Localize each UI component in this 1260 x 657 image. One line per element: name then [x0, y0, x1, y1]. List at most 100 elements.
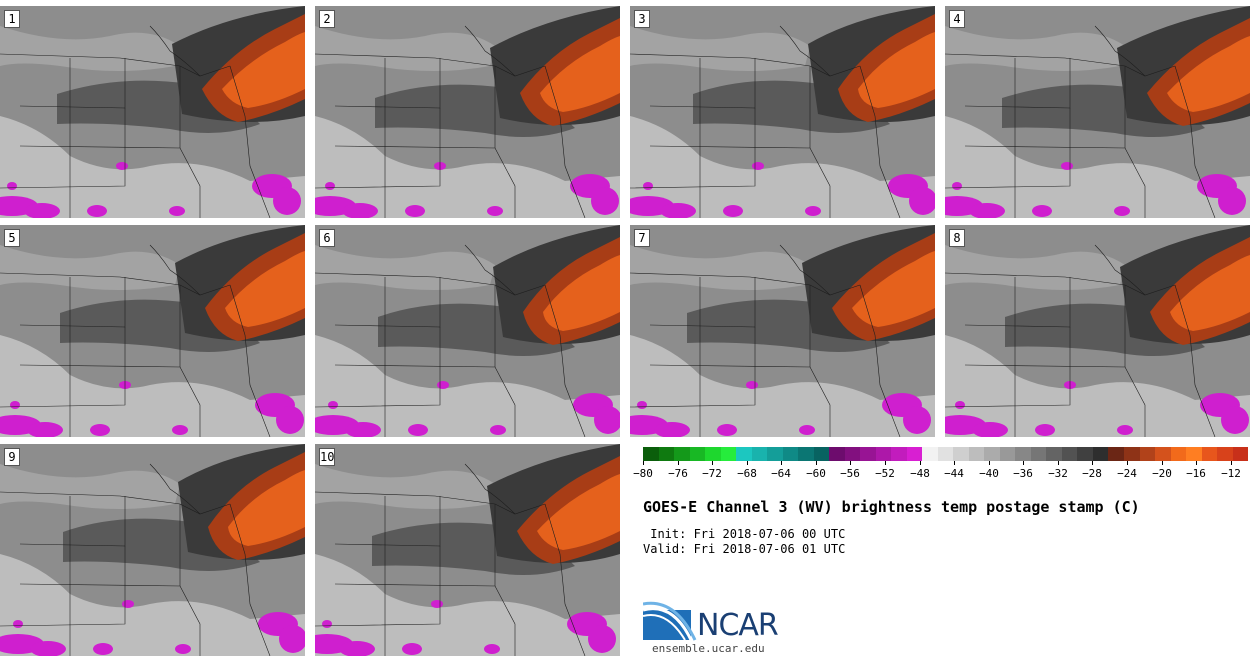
colorbar-tick: [816, 461, 817, 465]
colorbar-tick-label: −16: [1186, 467, 1206, 480]
cold-cloud-top: [27, 422, 63, 437]
cold-cloud-top: [172, 425, 188, 435]
panel-number: 2: [319, 10, 335, 28]
cold-cloud-top: [339, 641, 375, 656]
colorbar-segment: [1061, 447, 1078, 461]
panel-number: 7: [634, 229, 650, 247]
light-moisture-area: [315, 554, 620, 656]
colorbar-tick: [989, 461, 990, 465]
warm-dry-core: [537, 474, 620, 550]
colorbar-segment: [984, 447, 1000, 461]
political-borders: [0, 25, 271, 218]
cold-cloud-top: [1032, 205, 1052, 217]
panel-number: 4: [949, 10, 965, 28]
light-moisture-area: [0, 554, 305, 656]
cold-cloud-top: [431, 600, 443, 608]
cold-cloud-top: [175, 644, 191, 654]
political-borders: [945, 244, 1216, 437]
colorbar-segment: [953, 447, 969, 461]
light-moisture-area: [945, 335, 1250, 437]
warm-dry-core: [1170, 255, 1250, 331]
warm-dry-core: [222, 32, 305, 108]
cold-cloud-top: [273, 187, 301, 215]
colorbar-segment: [798, 447, 814, 461]
colorbar-segment: [891, 447, 907, 461]
colorbar-segment: [1186, 447, 1202, 461]
colorbar-tick-label: −80: [633, 467, 653, 480]
colorbar-segment: [782, 447, 799, 461]
colorbar-segment: [643, 447, 659, 461]
water-vapor-map: [315, 225, 620, 437]
colorbar-ticks: −80 −76 −72 −68 −64 −60 −56 −52 −48 −44 −40 −36 −32 −…: [633, 461, 1248, 481]
political-borders: [945, 25, 1216, 218]
colorbar-tick: [954, 461, 955, 465]
colorbar-segment: [829, 447, 845, 461]
colorbar-tick-label: −60: [806, 467, 826, 480]
colorbar-segment: [1217, 447, 1233, 461]
ensemble-member-panel: 1: [0, 6, 305, 218]
colorbar-segment: [705, 447, 721, 461]
cold-cloud-top: [405, 205, 425, 217]
water-vapor-map: [0, 6, 305, 218]
political-borders: [0, 244, 271, 437]
colorbar-tick-label: −52: [875, 467, 895, 480]
cold-cloud-top: [93, 643, 113, 655]
cold-cloud-top: [24, 203, 60, 218]
colorbar-segment: [844, 447, 861, 461]
cold-cloud-top: [1035, 424, 1055, 436]
colorbar-tick: [712, 461, 713, 465]
panel-number: 1: [4, 10, 20, 28]
ensemble-member-panel: 7: [630, 225, 935, 437]
colorbar-tick-label: −40: [979, 467, 999, 480]
colorbar-tick: [1058, 461, 1059, 465]
warm-dry-core: [540, 36, 620, 112]
cold-cloud-top: [969, 203, 1005, 218]
political-borders: [0, 463, 271, 656]
colorbar-segment: [1030, 447, 1047, 461]
cold-cloud-top: [402, 643, 422, 655]
warm-dry-core: [228, 470, 305, 546]
cold-cloud-top: [1221, 406, 1249, 434]
warm-dry-core: [1167, 36, 1250, 112]
ensemble-member-panel: 6: [315, 225, 620, 437]
cold-cloud-top: [13, 620, 23, 628]
colorbar-segment: [1232, 447, 1249, 461]
water-vapor-map: [630, 6, 935, 218]
colorbar-tick-label: −76: [668, 467, 688, 480]
colorbar-segment: [1092, 447, 1109, 461]
cold-cloud-top: [90, 424, 110, 436]
light-moisture-area: [315, 335, 620, 437]
cold-cloud-top: [342, 203, 378, 218]
colorbar-segment: [999, 447, 1016, 461]
colorbar-segment: [968, 447, 985, 461]
cold-cloud-top: [345, 422, 381, 437]
ensemble-member-panel: 4: [945, 6, 1250, 218]
cold-cloud-top: [588, 625, 616, 653]
ensemble-member-panel: 10: [315, 444, 620, 656]
water-vapor-map: [315, 444, 620, 656]
ncar-logo: [642, 600, 793, 644]
warm-dry-core: [543, 255, 620, 331]
colorbar-tick-label: −56: [840, 467, 860, 480]
cold-cloud-top: [487, 206, 503, 216]
cold-cloud-top: [972, 422, 1008, 437]
colorbar: [643, 447, 1249, 461]
cold-cloud-top: [87, 205, 107, 217]
valid-time: Valid: Fri 2018-07-06 01 UTC: [643, 542, 846, 556]
ncar-logo-mark: [642, 601, 697, 641]
ncar-wordmark: NCAR: [697, 608, 779, 643]
colorbar-tick: [747, 461, 748, 465]
political-borders: [630, 25, 901, 218]
cold-cloud-top: [437, 381, 449, 389]
water-vapor-map: [945, 225, 1250, 437]
political-borders: [315, 244, 586, 437]
colorbar-tick-label: −12: [1221, 467, 1241, 480]
light-moisture-area: [315, 116, 620, 218]
light-moisture-area: [945, 116, 1250, 218]
light-moisture-area: [630, 116, 935, 218]
cold-cloud-top: [660, 203, 696, 218]
cold-cloud-top: [279, 625, 305, 653]
colorbar-tick-label: −24: [1117, 467, 1137, 480]
colorbar-segment: [1046, 447, 1062, 461]
cold-cloud-top: [752, 162, 764, 170]
